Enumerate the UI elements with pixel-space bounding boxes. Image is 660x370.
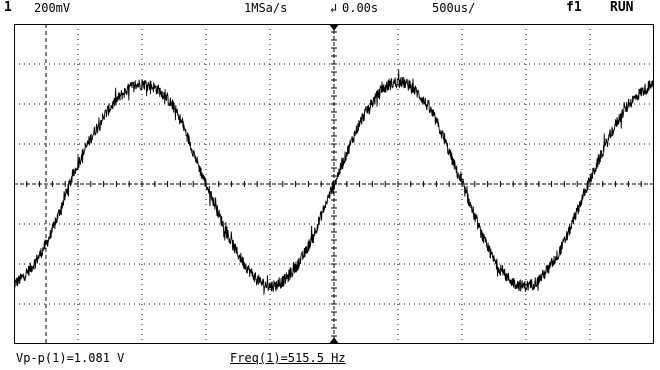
volts-per-div: 200mV — [34, 1, 71, 15]
channel-label: 1 — [4, 0, 12, 15]
waveform-trace — [14, 69, 654, 295]
sample-rate: 1MSa/s — [244, 1, 288, 15]
trigger-mode: f1 — [566, 0, 582, 15]
trigger-delay: 0.00s — [342, 1, 379, 15]
vpp-measurement: Vp-p(1)=1.081 V — [16, 351, 125, 365]
time-per-div: 500us/ — [432, 1, 476, 15]
freq-measurement: Freq(1)=515.5 Hz — [230, 351, 346, 365]
trigger-marker-top-icon — [329, 24, 339, 31]
trigger-marker-bottom-icon — [329, 337, 339, 344]
waveform-display — [14, 24, 654, 344]
status-bar: 1 200mV 1MSa/s ↲ 0.00s 500us/ f1 RUN — [0, 0, 660, 18]
trigger-delay-icon: ↲ — [330, 1, 338, 15]
scope-screen — [14, 24, 654, 344]
run-state: RUN — [610, 0, 634, 15]
measurement-bar: Vp-p(1)=1.081 V Freq(1)=515.5 Hz — [0, 348, 660, 368]
